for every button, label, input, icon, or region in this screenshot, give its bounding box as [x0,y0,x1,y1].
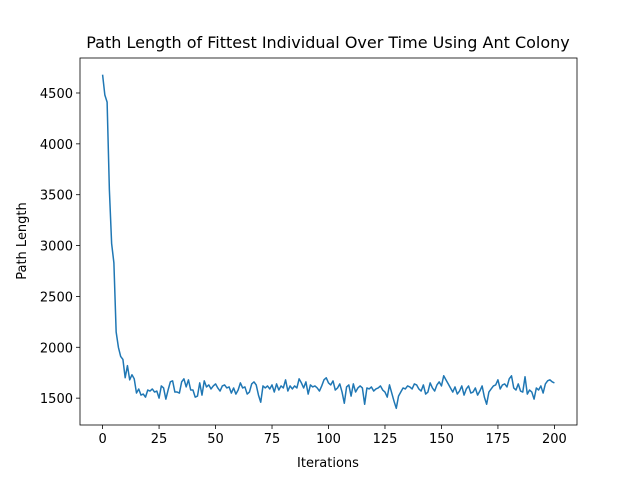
x-tick-label: 75 [264,432,281,447]
x-axis-label: Iterations [297,456,359,471]
y-tick-label: 4000 [40,138,73,153]
y-tick-label: 4500 [40,87,73,102]
y-axis-label: Path Length [15,202,30,280]
y-tick-label: 3000 [40,240,73,255]
x-tick-label: 0 [98,432,106,447]
x-tick-label: 125 [373,432,398,447]
plot-frame [79,57,578,426]
y-tick-label: 3500 [40,189,73,204]
y-tick-label: 2500 [40,290,73,305]
x-tick-label: 50 [207,432,224,447]
x-tick-label: 150 [429,432,454,447]
y-tick-label: 2000 [40,341,73,356]
y-tick-label: 1500 [40,392,73,407]
x-tick-label: 175 [486,432,511,447]
x-tick-label: 200 [542,432,567,447]
chart-title: Path Length of Fittest Individual Over T… [86,33,570,52]
line-series [101,74,555,410]
x-tick-label: 100 [316,432,341,447]
x-tick-label: 25 [151,432,168,447]
